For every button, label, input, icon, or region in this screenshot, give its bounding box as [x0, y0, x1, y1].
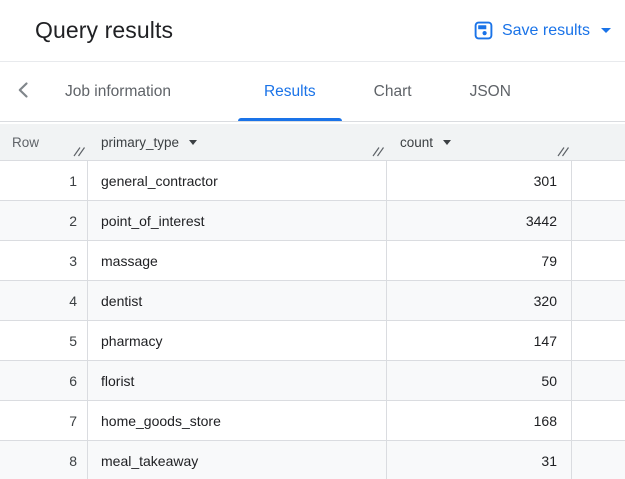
table-row[interactable]: 7 home_goods_store 168 [0, 401, 625, 441]
column-menu-caret-icon[interactable] [189, 139, 198, 145]
count-cell[interactable]: 147 [387, 321, 572, 360]
column-resize-handle-icon[interactable] [72, 146, 85, 157]
count-cell[interactable]: 301 [387, 161, 572, 200]
tab-label: Chart [373, 82, 412, 100]
table-row[interactable]: 3 massage 79 [0, 241, 625, 281]
primary-type-cell[interactable]: home_goods_store [88, 401, 387, 440]
column-label: Row [12, 134, 40, 150]
primary-type-cell[interactable]: pharmacy [88, 321, 387, 360]
save-results-button[interactable]: Save results [474, 21, 611, 40]
table-header-row: Row primary_type count [0, 124, 625, 161]
tab-label: Results [263, 82, 316, 100]
filler-cell [572, 361, 625, 400]
tab-results[interactable]: Results [237, 62, 342, 121]
row-number-cell: 3 [0, 241, 88, 280]
tab-chart[interactable]: Chart [348, 62, 438, 121]
results-table: Row primary_type count [0, 124, 625, 479]
row-number-cell: 8 [0, 441, 88, 479]
tab-label: Job information [65, 82, 171, 100]
count-cell[interactable]: 168 [387, 401, 572, 440]
count-cell[interactable]: 320 [387, 281, 572, 320]
primary-type-cell[interactable]: general_contractor [88, 161, 387, 200]
table-row[interactable]: 1 general_contractor 301 [0, 161, 625, 201]
column-resize-handle-icon[interactable] [556, 146, 569, 157]
tabs-scroll-left-button[interactable] [8, 62, 38, 121]
count-cell[interactable]: 31 [387, 441, 572, 479]
row-number-cell: 7 [0, 401, 88, 440]
tab-label: JSON [469, 82, 511, 100]
row-number-cell: 2 [0, 201, 88, 240]
filler-cell [572, 321, 625, 360]
save-dropdown-caret-icon [601, 28, 611, 33]
table-row[interactable]: 5 pharmacy 147 [0, 321, 625, 361]
column-resize-handle-icon[interactable] [371, 146, 384, 157]
primary-type-cell[interactable]: point_of_interest [88, 201, 387, 240]
primary-type-cell[interactable]: massage [88, 241, 387, 280]
column-header-row: Row [0, 124, 88, 160]
tab-job-information[interactable]: Job information [40, 62, 196, 121]
column-header-filler [572, 124, 625, 160]
column-menu-caret-icon[interactable] [443, 139, 452, 145]
filler-cell [572, 401, 625, 440]
row-number-cell: 6 [0, 361, 88, 400]
column-header-count[interactable]: count [387, 124, 572, 160]
chevron-left-icon [17, 81, 29, 102]
primary-type-cell[interactable]: meal_takeaway [88, 441, 387, 479]
table-body: 1 general_contractor 301 2 point_of_inte… [0, 161, 625, 479]
results-panel-header: Query results Save results [0, 0, 625, 62]
filler-cell [572, 441, 625, 479]
row-number-cell: 5 [0, 321, 88, 360]
count-cell[interactable]: 50 [387, 361, 572, 400]
table-row[interactable]: 4 dentist 320 [0, 281, 625, 321]
column-header-primary-type[interactable]: primary_type [88, 124, 387, 160]
primary-type-cell[interactable]: dentist [88, 281, 387, 320]
column-label: count [400, 134, 434, 150]
save-results-label: Save results [501, 21, 590, 39]
count-cell[interactable]: 3442 [387, 201, 572, 240]
row-number-cell: 1 [0, 161, 88, 200]
results-tabbar: Job information Results Chart JSON [0, 62, 625, 122]
save-floppy-icon [474, 21, 493, 40]
filler-cell [572, 201, 625, 240]
tab-json[interactable]: JSON [448, 62, 533, 121]
filler-cell [572, 281, 625, 320]
row-number-cell: 4 [0, 281, 88, 320]
table-row[interactable]: 6 florist 50 [0, 361, 625, 401]
column-label: primary_type [101, 134, 180, 150]
count-cell[interactable]: 79 [387, 241, 572, 280]
page-title: Query results [35, 17, 174, 43]
filler-cell [572, 161, 625, 200]
primary-type-cell[interactable]: florist [88, 361, 387, 400]
filler-cell [572, 241, 625, 280]
table-row[interactable]: 2 point_of_interest 3442 [0, 201, 625, 241]
table-row[interactable]: 8 meal_takeaway 31 [0, 441, 625, 479]
